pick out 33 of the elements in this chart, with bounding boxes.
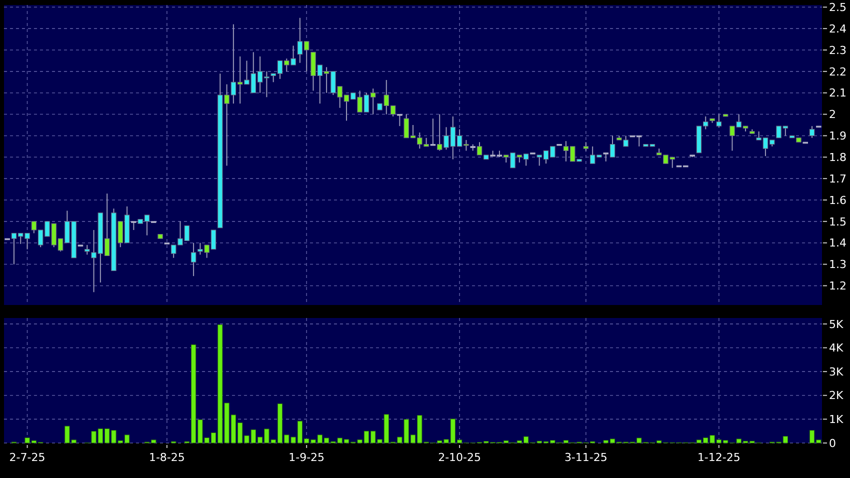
y-tick-label: 1.2 (829, 280, 846, 293)
y-tick-label: 3K (829, 365, 844, 378)
x-tick-label: 1-8-25 (148, 451, 185, 464)
candlestick (809, 126, 815, 138)
y-tick-label: 1.5 (829, 215, 846, 228)
y-tick-label: 2.4 (829, 22, 846, 36)
candlestick (84, 244, 90, 256)
y-tick-label: 2.1 (829, 86, 846, 100)
y-tick-label: 2K (829, 389, 844, 402)
y-tick-label: 2 (829, 108, 836, 122)
x-tick-label: 2-7-25 (9, 451, 46, 464)
y-tick-label: 5K (829, 318, 844, 331)
x-tick-label: 2-10-25 (438, 451, 482, 464)
y-tick-label: 1.8 (829, 150, 846, 164)
y-tick-label: 1.3 (829, 258, 846, 272)
y-tick-label: 1K (829, 413, 844, 426)
y-tick-label: 2.5 (829, 0, 846, 14)
y-tick-label: 1.4 (829, 236, 846, 250)
candlestick (610, 135, 616, 158)
candlestick (190, 242, 196, 277)
candlestick (716, 114, 722, 128)
y-tick-label: 2.2 (829, 65, 846, 78)
candlestick (430, 118, 436, 146)
y-tick-label: 1.6 (829, 194, 846, 207)
x-tick-label: 1-9-25 (288, 451, 325, 464)
y-tick-label: 0 (829, 436, 836, 450)
y-tick-label: 1.9 (829, 130, 846, 143)
x-tick-label: 1-12-25 (697, 451, 740, 464)
x-tick-label: 3-11-25 (564, 451, 608, 464)
y-tick-label: 2.3 (829, 44, 846, 57)
candlestick (397, 114, 402, 127)
y-tick-label: 1.7 (829, 172, 846, 186)
y-tick-label: 4K (829, 342, 844, 355)
